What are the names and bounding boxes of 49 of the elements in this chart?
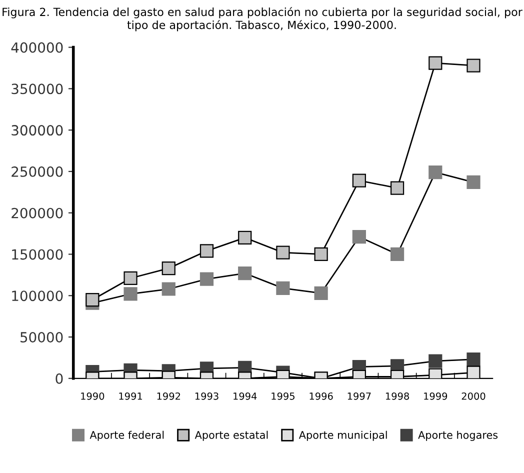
y-tick-label: 50000 <box>20 332 63 342</box>
x-tick-label: 2000 <box>462 392 486 400</box>
point <box>276 281 290 295</box>
x-tick-label: 1990 <box>81 392 104 400</box>
point <box>428 56 442 70</box>
x-tick-label: 1991 <box>119 392 142 400</box>
point <box>428 165 442 180</box>
legend-label: Aporte hogares <box>418 430 498 441</box>
x-tick-label: 1999 <box>424 392 448 400</box>
point <box>466 58 480 72</box>
point <box>162 262 176 276</box>
point <box>200 272 214 286</box>
y-tick-label: 100000 <box>12 290 63 302</box>
y-tick-label: 150000 <box>12 249 63 260</box>
point <box>390 247 404 262</box>
point <box>238 266 252 280</box>
point <box>238 230 252 244</box>
legend-label: Aporte federal <box>90 430 164 441</box>
point <box>162 282 176 296</box>
x-tick-label: 1997 <box>348 392 371 400</box>
x-tick-label: 1993 <box>195 392 218 400</box>
point <box>276 246 290 260</box>
point <box>352 230 366 244</box>
chart-title: Figura 2. Tendencia del gasto en salud para población no cubierta por la seguridad social, por tipo de aportación. Tabasco, México, 1990-2000. <box>2 7 522 32</box>
point <box>124 271 138 286</box>
point <box>390 181 404 195</box>
point <box>466 366 480 378</box>
x-tick-label: 1996 <box>310 392 333 400</box>
y-tick-label: 400000 <box>11 42 63 53</box>
x-tick-label: 1994 <box>234 392 257 400</box>
y-tick-label: 300000 <box>12 125 63 136</box>
point <box>314 286 328 300</box>
point <box>466 352 480 366</box>
x-tick-label: 1992 <box>157 392 180 400</box>
y-tick-label: 0 <box>56 373 63 384</box>
point <box>200 244 214 258</box>
x-tick-label: 1995 <box>272 392 294 400</box>
point <box>352 174 366 188</box>
point <box>124 287 138 301</box>
y-tick-label: 200000 <box>12 208 63 218</box>
x-tick-label: 1998 <box>386 392 409 400</box>
y-tick-label: 350000 <box>12 84 63 94</box>
point <box>314 247 328 262</box>
y-tick-label: 250000 <box>12 166 63 177</box>
point <box>466 175 480 190</box>
point <box>428 354 442 368</box>
legend-label: Aporte estatal <box>194 430 268 441</box>
point <box>86 292 100 307</box>
legend-label: Aporte municipal <box>298 430 387 441</box>
